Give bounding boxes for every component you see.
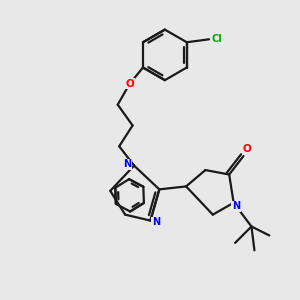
Text: N: N — [232, 201, 240, 211]
Text: Cl: Cl — [211, 34, 222, 44]
Text: O: O — [243, 144, 251, 154]
Text: N: N — [152, 217, 160, 227]
Text: O: O — [125, 79, 134, 89]
Text: N: N — [124, 159, 132, 169]
